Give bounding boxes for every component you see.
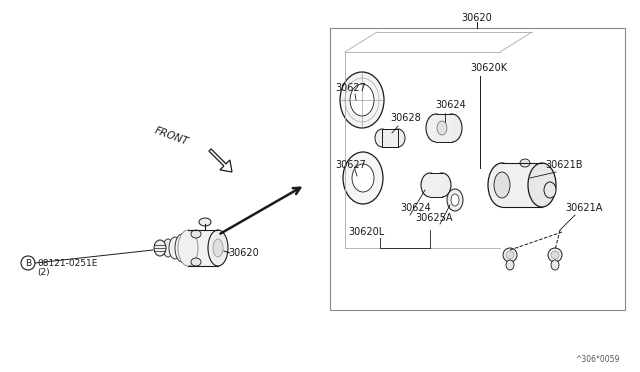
Circle shape — [503, 248, 517, 262]
Ellipse shape — [191, 230, 201, 238]
Bar — [188, 230, 218, 266]
Text: 30621B: 30621B — [545, 160, 582, 170]
Circle shape — [548, 248, 562, 262]
Ellipse shape — [154, 240, 166, 256]
FancyArrow shape — [209, 149, 232, 172]
Text: 30621A: 30621A — [565, 203, 602, 213]
Ellipse shape — [442, 114, 462, 142]
Ellipse shape — [191, 258, 201, 266]
Ellipse shape — [163, 239, 173, 257]
Ellipse shape — [551, 260, 559, 270]
Ellipse shape — [181, 232, 195, 264]
Bar — [502, 163, 542, 207]
Ellipse shape — [451, 194, 459, 206]
Ellipse shape — [488, 163, 516, 207]
Ellipse shape — [494, 172, 510, 198]
Ellipse shape — [208, 230, 228, 266]
Bar — [330, 28, 625, 310]
Bar — [382, 129, 398, 147]
Text: 08121-0251E: 08121-0251E — [37, 259, 97, 267]
Text: ^306*0059: ^306*0059 — [575, 356, 620, 365]
Ellipse shape — [178, 230, 198, 266]
Ellipse shape — [391, 129, 405, 147]
Text: 30627: 30627 — [335, 83, 366, 93]
Ellipse shape — [426, 114, 446, 142]
Ellipse shape — [350, 84, 374, 116]
Ellipse shape — [437, 121, 447, 135]
Ellipse shape — [375, 129, 389, 147]
Circle shape — [506, 251, 514, 259]
Ellipse shape — [169, 237, 181, 259]
Bar — [436, 114, 452, 142]
Ellipse shape — [544, 182, 556, 198]
Text: 30620: 30620 — [461, 13, 492, 23]
Circle shape — [551, 251, 559, 259]
Ellipse shape — [447, 189, 463, 211]
Ellipse shape — [175, 234, 189, 262]
Text: 30628: 30628 — [390, 113, 420, 123]
Ellipse shape — [520, 159, 530, 167]
Text: 30624: 30624 — [435, 100, 466, 110]
Ellipse shape — [352, 164, 374, 192]
Ellipse shape — [506, 260, 514, 270]
Text: (2): (2) — [37, 267, 50, 276]
Ellipse shape — [343, 152, 383, 204]
Circle shape — [21, 256, 35, 270]
Ellipse shape — [199, 218, 211, 226]
Ellipse shape — [421, 173, 439, 197]
Bar — [430, 173, 442, 197]
Text: FRONT: FRONT — [154, 125, 190, 147]
Text: 30625A: 30625A — [415, 213, 452, 223]
Ellipse shape — [340, 72, 384, 128]
Ellipse shape — [213, 239, 223, 257]
Text: 30620L: 30620L — [348, 227, 384, 237]
Text: B: B — [25, 259, 31, 267]
Ellipse shape — [433, 173, 451, 197]
Text: 30624: 30624 — [400, 203, 431, 213]
Text: 30620: 30620 — [228, 248, 259, 258]
Ellipse shape — [528, 163, 556, 207]
Text: 30620K: 30620K — [470, 63, 507, 73]
Text: 30627: 30627 — [335, 160, 366, 170]
